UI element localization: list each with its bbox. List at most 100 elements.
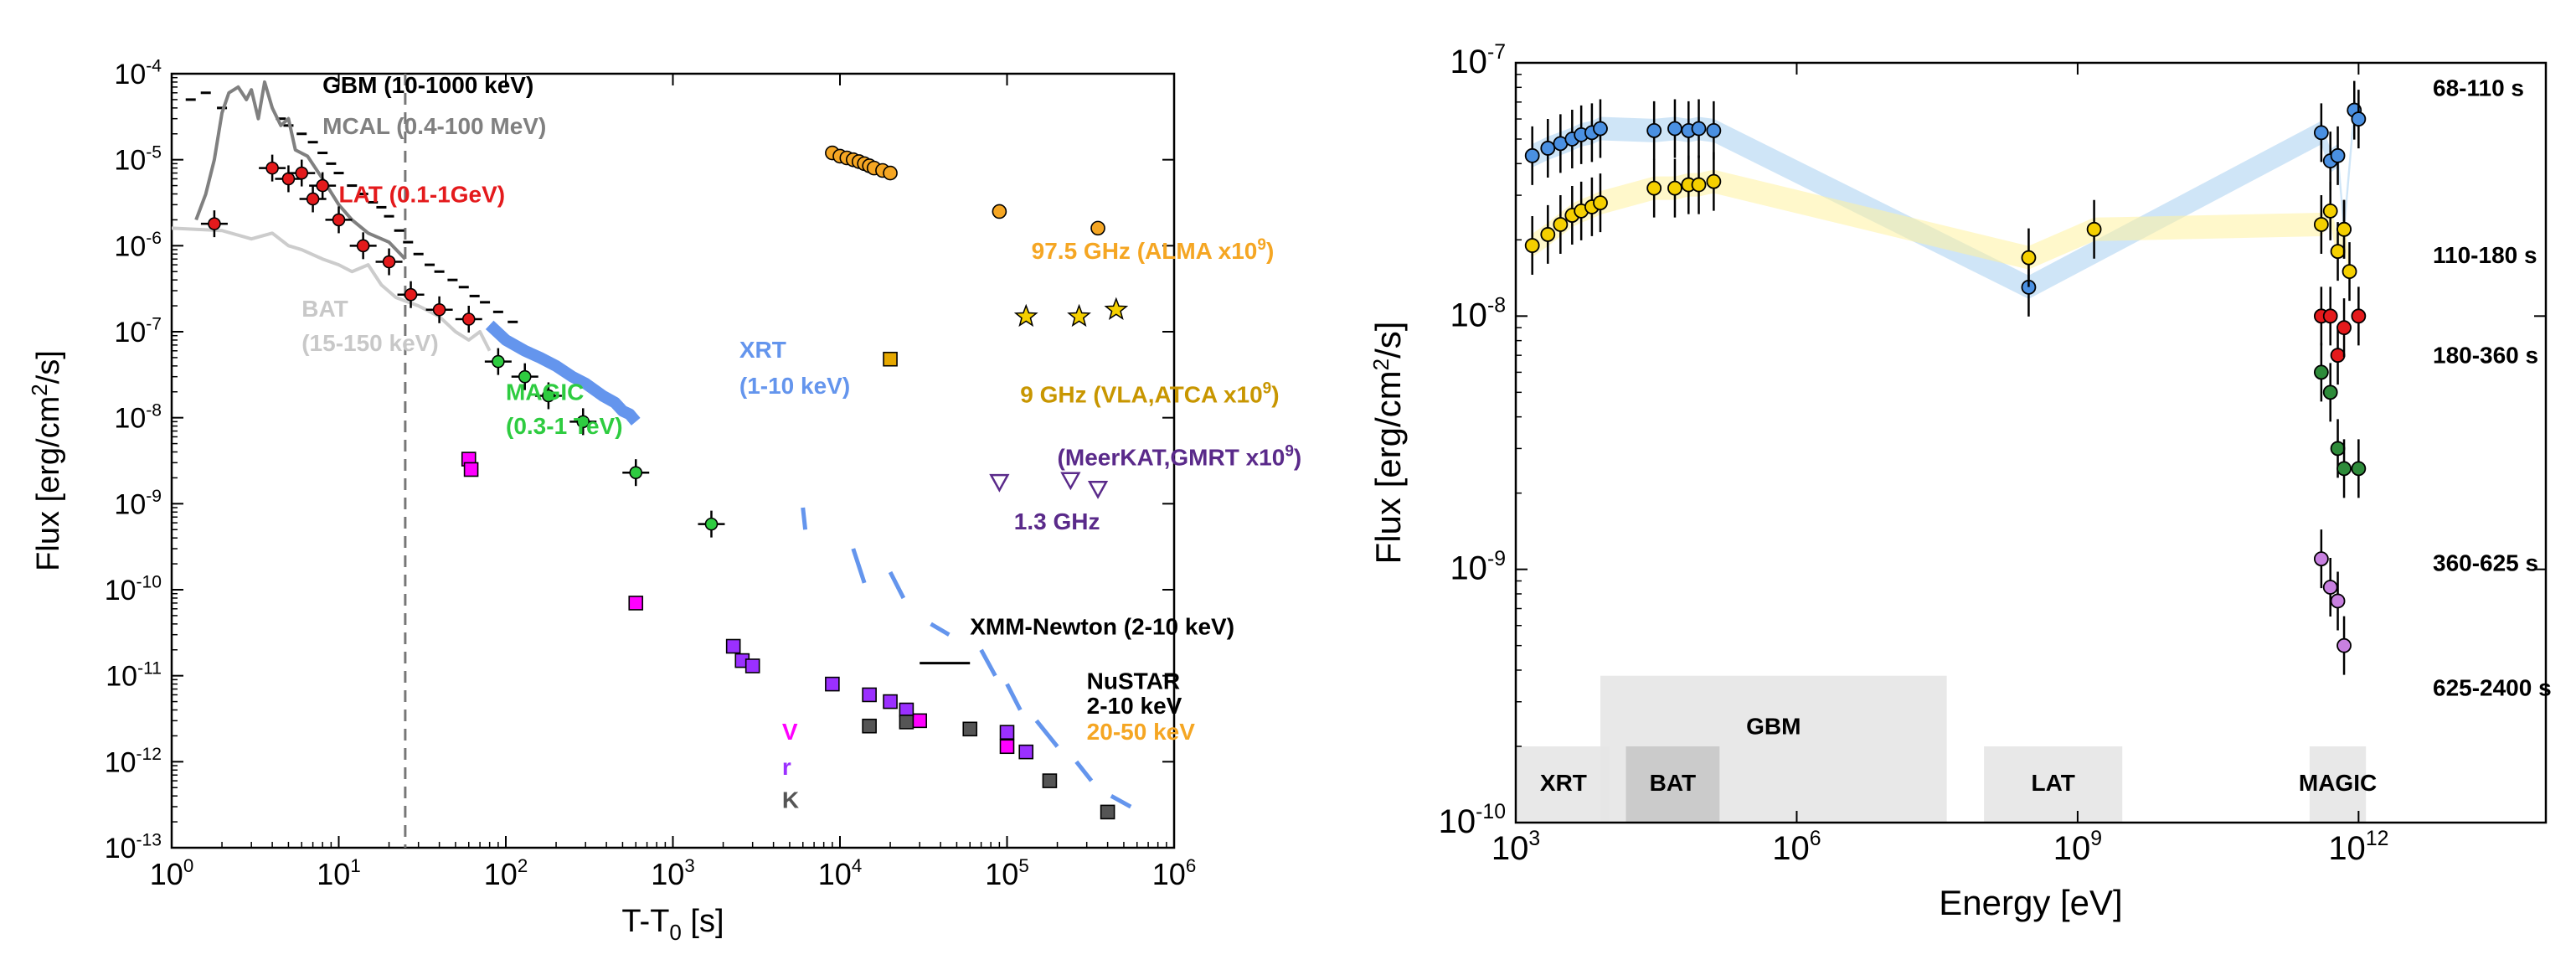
annotation-v: V: [782, 719, 798, 745]
y-tick-label-base: 10: [1439, 803, 1476, 840]
y-tick-label-exp: -7: [1487, 41, 1506, 64]
x-tick-label: 106: [1772, 828, 1821, 867]
point-magic: [704, 517, 719, 531]
point-110-180-s: [1706, 173, 1722, 189]
point-68-110-s: [2330, 147, 2346, 163]
annotation-9-ghz-vla-atca-x10: 9 GHz (VLA,ATCA x109): [1020, 380, 1279, 408]
point-lat: [356, 239, 370, 253]
annotation-text: MAGIC: [506, 379, 584, 405]
annotation-text: NuSTAR: [1087, 668, 1180, 694]
point-lat: [404, 287, 418, 302]
y-tick-label: 10-9: [1450, 548, 1506, 587]
point-180-360-s: [2351, 308, 2367, 324]
y-axis-label-sup: 2: [27, 384, 52, 395]
annotation-text: MCAL (0.4-100 MeV): [322, 113, 546, 139]
annotation-15-150-kev: (15-150 keV): [301, 330, 438, 356]
point-9-ghz: [883, 351, 898, 367]
x-tick-label-base: 10: [317, 857, 350, 891]
y-tick-label: 10-6: [114, 229, 162, 262]
y-tick-label-base: 10: [106, 661, 137, 693]
annotation-lat-0-1-1gev: LAT (0.1-1GeV): [339, 181, 506, 207]
x-tick-label-base: 10: [651, 857, 684, 891]
y-tick-label-base: 10: [114, 403, 146, 435]
annotation-text: LAT (0.1-1GeV): [339, 181, 506, 207]
point-lat: [208, 217, 221, 230]
y-axis-label-end: /s]: [1368, 322, 1408, 359]
annotation-meerkat-gmrt-x10: (MeerKAT,GMRT x109): [1058, 442, 1302, 470]
y-axis-label-main: Flux [erg/cm: [1368, 370, 1408, 564]
annotation-1-3-ghz: 1.3 GHz: [1014, 508, 1100, 534]
point-alma: [1090, 220, 1105, 236]
x-tick-label-exp: 3: [1528, 828, 1540, 850]
point-110-180-s: [1667, 180, 1682, 196]
point-110-180-s: [1524, 238, 1540, 253]
x-tick-label-base: 10: [1152, 857, 1186, 891]
y-tick-label-exp: -10: [137, 573, 162, 592]
y-tick-label: 10-10: [105, 573, 162, 606]
x-tick-label: 1012: [2328, 828, 2388, 867]
point-110-180-s: [1593, 195, 1608, 211]
y-tick-label: 10-7: [114, 315, 162, 348]
annotation-2-10-kev: 2-10 keV: [1087, 693, 1182, 719]
point-r: [1018, 744, 1034, 760]
annotation-mcal-0-4-100-mev: MCAL (0.4-100 MeV): [322, 113, 546, 139]
point-v: [912, 713, 927, 729]
point-68-110-s: [1646, 123, 1662, 138]
point-110-180-s: [2021, 250, 2037, 266]
x-tick-label-exp: 6: [1810, 828, 1821, 850]
annotation-text: (0.3-1 TeV): [506, 413, 623, 439]
point-lat: [265, 161, 279, 175]
point-110-180-s: [1553, 217, 1569, 232]
point-lat: [332, 213, 346, 227]
annotation-text: XMM-Newton (2-10 keV): [970, 614, 1234, 640]
annotation-text: r: [782, 754, 791, 780]
annotation-r: r: [782, 754, 791, 780]
point-meerkat: [989, 473, 1010, 493]
band-bat: [1625, 746, 1720, 823]
y-axis-label: Flux [erg/cm2/s]: [1368, 322, 1408, 565]
annotation-text: (MeerKAT,GMRT x10: [1058, 444, 1285, 470]
y-axis-label-main: Flux [erg/cm: [31, 396, 66, 571]
point-r: [999, 725, 1015, 740]
point-r: [725, 638, 741, 654]
point-68-110-s: [2313, 125, 2329, 141]
y-tick-label: 10-5: [114, 142, 162, 176]
x-axis-label: T-T0 [s]: [621, 904, 724, 945]
series-group: [172, 80, 1132, 820]
point-180-360-s: [2330, 348, 2346, 364]
x-axis-label: Energy [eV]: [1939, 883, 2122, 922]
time-label: 360-625 s: [2433, 550, 2538, 576]
point-360-625-s: [2336, 461, 2352, 477]
time-label: 68-110 s: [2433, 75, 2524, 101]
x-tick-label-exp: 5: [1018, 855, 1028, 876]
y-tick-label-exp: -4: [146, 57, 162, 76]
annotation-text: K: [782, 787, 799, 813]
x-tick-label: 103: [651, 855, 694, 891]
annotation-text: 97.5 GHz (ALMA x10: [1032, 238, 1258, 264]
annotation-end: ): [1271, 382, 1279, 408]
point-vla: [1104, 297, 1129, 321]
x-tick-label-base: 10: [150, 857, 183, 891]
point-magic: [542, 389, 555, 403]
y-tick-label-exp: -9: [1487, 548, 1506, 570]
point-alma: [992, 204, 1007, 219]
x-tick-label: 109: [2053, 828, 2102, 867]
point-360-625-s: [2322, 384, 2338, 400]
band-lat: [1984, 746, 2123, 823]
point-110-180-s: [2336, 221, 2352, 237]
model-band-110-180-s: [1532, 169, 2350, 284]
x-tick-label-exp: 6: [1186, 855, 1196, 876]
annotation-sup: 9: [1263, 380, 1272, 398]
point-lat: [382, 255, 396, 269]
annotation-xrt: XRT: [739, 337, 786, 363]
point-180-360-s: [2322, 308, 2338, 324]
point-110-180-s: [2313, 217, 2329, 232]
y-tick-label-exp: -13: [137, 831, 162, 850]
x-tick-label-base: 10: [1772, 830, 1810, 867]
y-tick-label-exp: -6: [146, 229, 162, 248]
point-110-180-s: [1691, 177, 1707, 193]
series-xrt-late-segment: [1074, 760, 1094, 782]
y-tick-label: 10-9: [114, 487, 162, 520]
